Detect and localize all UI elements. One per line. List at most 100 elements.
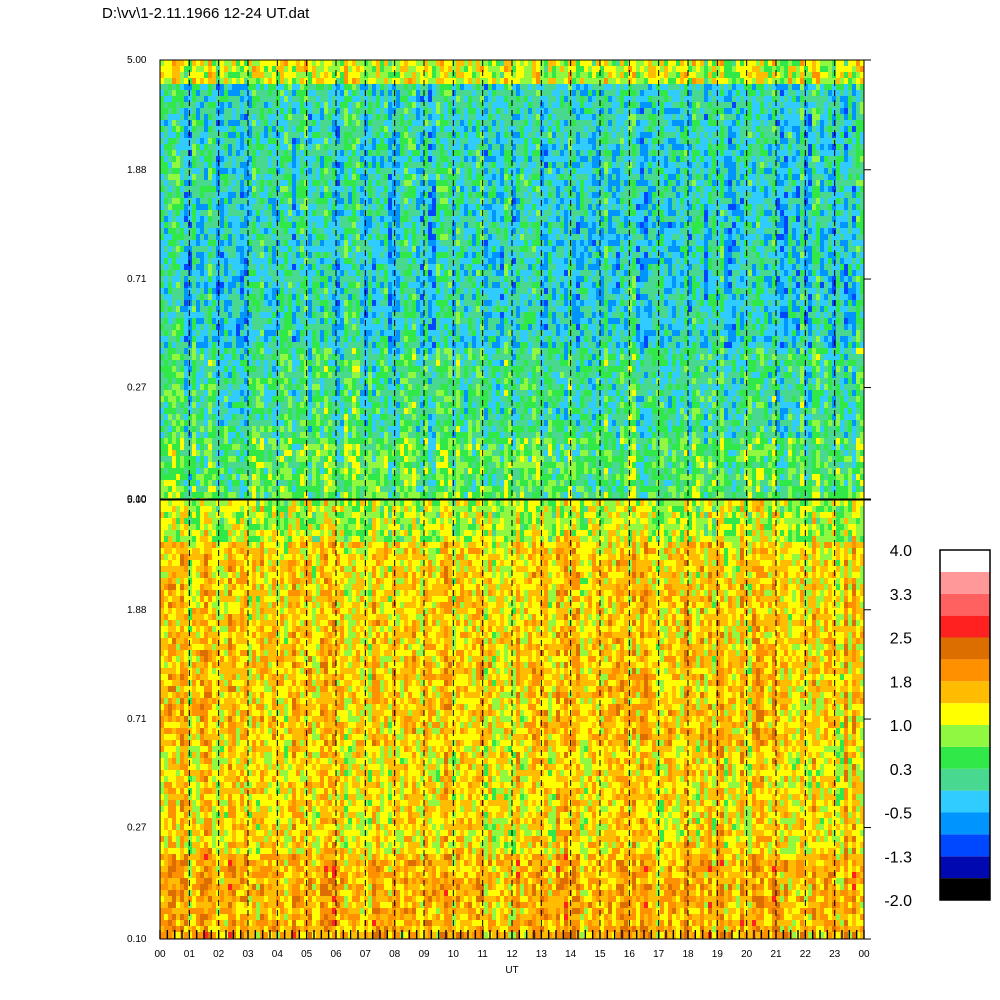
- heatmap-cell: [256, 132, 260, 138]
- heatmap-cell: [160, 414, 164, 420]
- heatmap-cell: [244, 60, 248, 66]
- heatmap-cell: [312, 306, 316, 312]
- heatmap-cell: [236, 186, 240, 192]
- heatmap-cell: [212, 438, 216, 444]
- heatmap-cell: [336, 168, 340, 174]
- heatmap-cell: [284, 228, 288, 234]
- heatmap-cell: [224, 246, 228, 252]
- heatmap-cell: [176, 102, 180, 108]
- heatmap-cell: [388, 432, 392, 438]
- heatmap-cell: [268, 426, 272, 432]
- heatmap-cell: [420, 174, 424, 180]
- heatmap-cell: [384, 414, 388, 420]
- heatmap-cell: [388, 234, 392, 240]
- heatmap-cell: [224, 318, 228, 324]
- heatmap-cell: [424, 168, 428, 174]
- heatmap-cell: [252, 252, 256, 258]
- heatmap-cell: [248, 396, 252, 402]
- heatmap-cell: [268, 438, 272, 444]
- heatmap-cell: [352, 234, 356, 240]
- heatmap-cell: [160, 432, 164, 438]
- heatmap-cell: [380, 474, 384, 480]
- heatmap-cell: [340, 66, 344, 72]
- heatmap-cell: [164, 312, 168, 318]
- heatmap-cell: [348, 468, 352, 474]
- heatmap-cell: [240, 288, 244, 294]
- heatmap-cell: [236, 108, 240, 114]
- heatmap-cell: [212, 228, 216, 234]
- heatmap-cell: [216, 390, 220, 396]
- heatmap-cell: [216, 90, 220, 96]
- heatmap-cell: [336, 240, 340, 246]
- heatmap-cell: [352, 144, 356, 150]
- heatmap-cell: [312, 168, 316, 174]
- heatmap-cell: [192, 210, 196, 216]
- heatmap-cell: [352, 342, 356, 348]
- heatmap-cell: [372, 102, 376, 108]
- heatmap-cell: [320, 132, 324, 138]
- heatmap-cell: [204, 348, 208, 354]
- heatmap-cell: [328, 156, 332, 162]
- heatmap-cell: [368, 198, 372, 204]
- heatmap-cell: [200, 468, 204, 474]
- heatmap-cell: [224, 126, 228, 132]
- heatmap-cell: [216, 336, 220, 342]
- heatmap-cell: [308, 198, 312, 204]
- heatmap-cell: [208, 90, 212, 96]
- heatmap-cell: [164, 222, 168, 228]
- heatmap-cell: [408, 282, 412, 288]
- heatmap-cell: [404, 456, 408, 462]
- heatmap-cell: [396, 276, 400, 282]
- heatmap-cell: [380, 414, 384, 420]
- heatmap-cell: [316, 372, 320, 378]
- heatmap-cell: [416, 216, 420, 222]
- heatmap-cell: [308, 432, 312, 438]
- heatmap-cell: [220, 84, 224, 90]
- heatmap-cell: [372, 108, 376, 114]
- heatmap-cell: [272, 258, 276, 264]
- heatmap-cell: [356, 330, 360, 336]
- heatmap-cell: [352, 300, 356, 306]
- heatmap-cell: [200, 342, 204, 348]
- heatmap-cell: [332, 228, 336, 234]
- heatmap-cell: [344, 240, 348, 246]
- heatmap-cell: [396, 402, 400, 408]
- heatmap-cell: [176, 480, 180, 486]
- heatmap-cell: [212, 330, 216, 336]
- heatmap-cell: [304, 402, 308, 408]
- heatmap-cell: [408, 60, 412, 66]
- heatmap-cell: [248, 156, 252, 162]
- heatmap-cell: [220, 72, 224, 78]
- heatmap-cell: [328, 216, 332, 222]
- heatmap-cell: [332, 240, 336, 246]
- heatmap-cell: [372, 396, 376, 402]
- heatmap-cell: [300, 234, 304, 240]
- heatmap-cell: [428, 78, 432, 84]
- heatmap-cell: [288, 84, 292, 90]
- heatmap-cell: [396, 186, 400, 192]
- heatmap-cell: [172, 258, 176, 264]
- heatmap-cell: [236, 258, 240, 264]
- heatmap-cell: [360, 426, 364, 432]
- heatmap-cell: [256, 108, 260, 114]
- heatmap-cell: [280, 306, 284, 312]
- heatmap-cell: [420, 144, 424, 150]
- heatmap-cell: [376, 324, 380, 330]
- heatmap-cell: [308, 342, 312, 348]
- heatmap-cell: [232, 336, 236, 342]
- heatmap-cell: [256, 426, 260, 432]
- heatmap-cell: [264, 252, 268, 258]
- heatmap-cell: [372, 126, 376, 132]
- heatmap-cell: [428, 108, 432, 114]
- heatmap-cell: [348, 270, 352, 276]
- heatmap-cell: [304, 462, 308, 468]
- heatmap-cell: [300, 348, 304, 354]
- heatmap-cell: [200, 414, 204, 420]
- heatmap-cell: [356, 474, 360, 480]
- heatmap-cell: [384, 258, 388, 264]
- heatmap-cell: [240, 480, 244, 486]
- heatmap-cell: [292, 330, 296, 336]
- heatmap-cell: [272, 168, 276, 174]
- heatmap-cell: [280, 486, 284, 492]
- heatmap-cell: [164, 366, 168, 372]
